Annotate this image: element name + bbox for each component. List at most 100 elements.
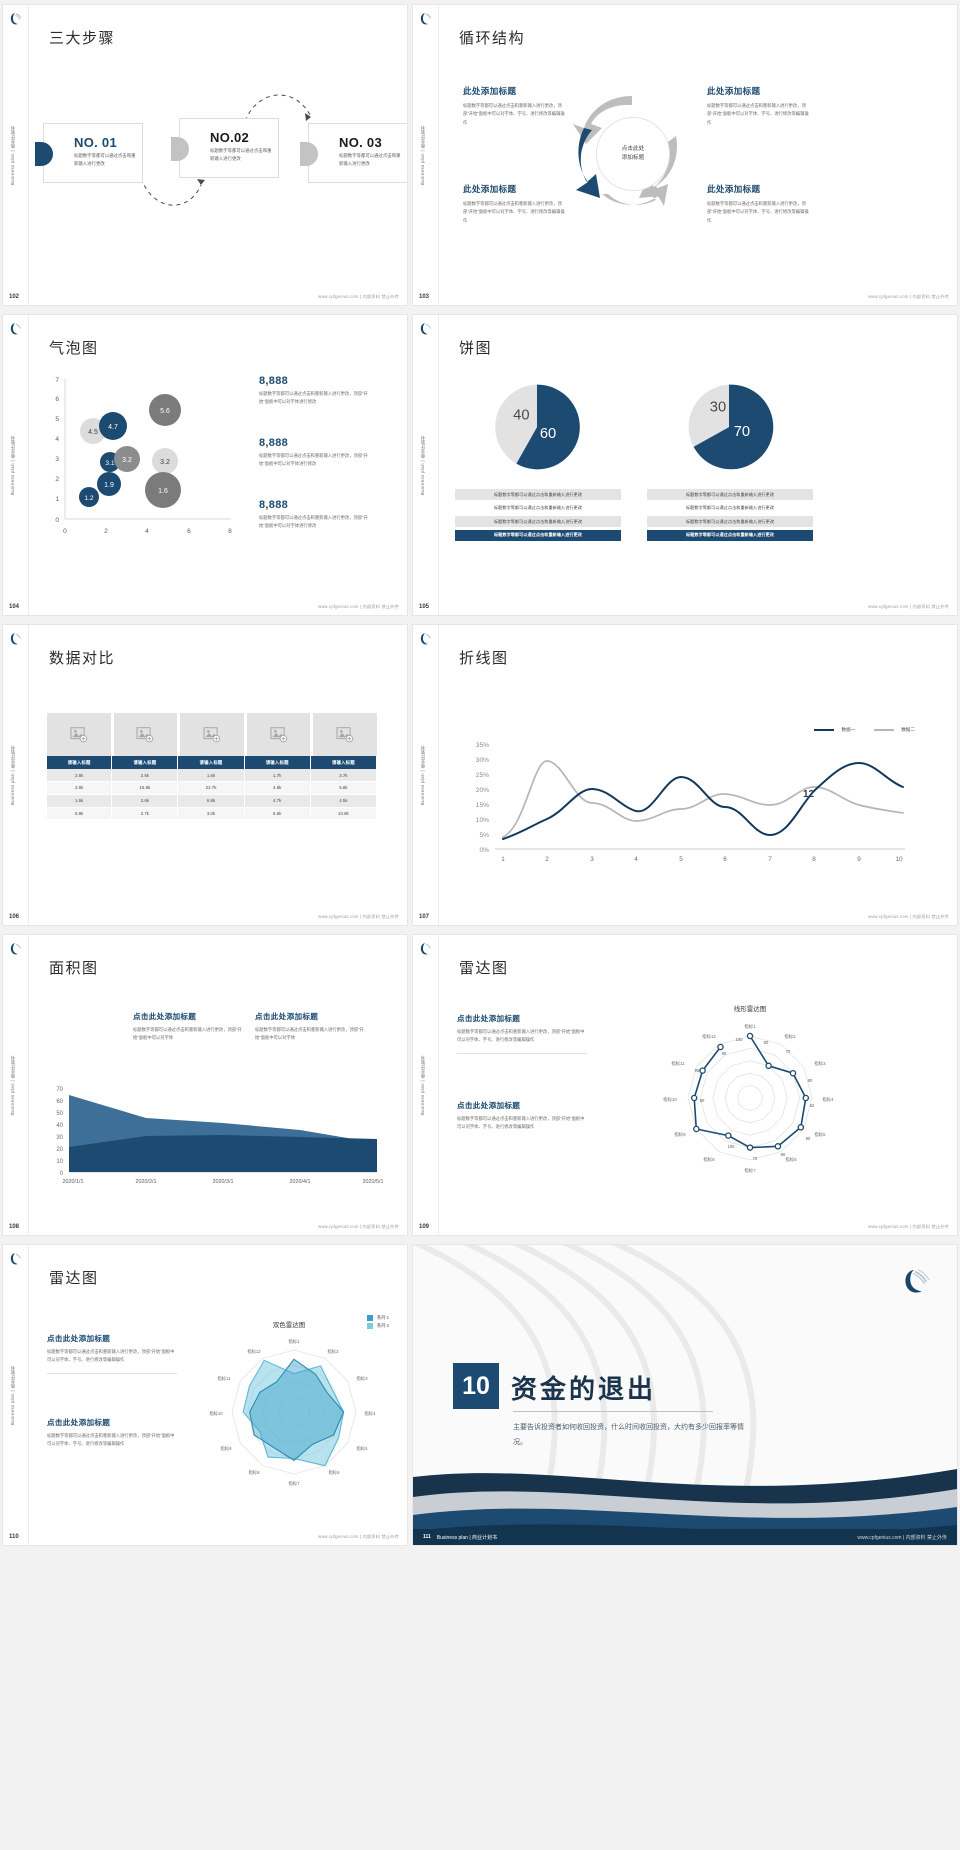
table-header-1[interactable]: 请输入标题 <box>47 756 113 770</box>
pie-left-caption-3[interactable]: 标题数字等都可以通过点击和重新输入进行更改 <box>455 516 621 527</box>
page-title: 雷达图 <box>459 960 509 977</box>
radar-block-1-head: 点击此处添加标题 <box>457 1014 521 1023</box>
area-block-2: 点击此处添加标题 标题数字等都可以通过点击和重新输入进行更改，顶部“开始”面板中… <box>255 1011 365 1042</box>
pie-left-caption-4[interactable]: 标题数字等都可以通过点击和重新输入进行更改 <box>455 529 621 541</box>
slide-107: Business plan | 商业计划书 折线图 数据一 数据二 35% 30%… <box>412 624 958 926</box>
svg-text:7: 7 <box>55 377 59 384</box>
step-card-2[interactable]: NO.02 标题数字等都可以通过点击和重新输入进行更改 <box>171 118 279 178</box>
svg-text:指标11: 指标11 <box>217 1375 231 1382</box>
step-card-1[interactable]: NO. 01 标题数字等都可以通过点击和重新输入进行更改 <box>35 123 143 183</box>
closing-footer-bar: 111 Business plan | 商业计划书 www.cpfgenius.… <box>413 1529 957 1545</box>
rail-vertical-text: Business plan | 商业计划书 <box>420 434 425 496</box>
pie-left-caption-1[interactable]: 标题数字等都可以通过点击和重新输入进行更改 <box>455 489 621 500</box>
svg-text:70: 70 <box>753 1156 758 1161</box>
table-header-4[interactable]: 请输入标题 <box>244 756 311 770</box>
bubble-stat-1-text: 标题数字等都可以通过点击和重新输入进行更改，顶部“开始”面板中可以对字体进行修改 <box>259 391 368 404</box>
slide-rail: Business plan | 商业计划书 <box>413 5 439 305</box>
page-number: 111 <box>423 1534 431 1540</box>
table-header-3[interactable]: 请输入标题 <box>177 756 245 770</box>
svg-text:60: 60 <box>764 1040 769 1045</box>
svg-text:3: 3 <box>590 856 594 863</box>
page-title: 循环结构 <box>459 30 526 47</box>
image-placeholder-2[interactable] <box>113 713 178 756</box>
table-cell: 4.5k <box>310 794 378 808</box>
closing-footer-right: www.cpfgenius.com | 内部资料 禁止外传 <box>857 1534 947 1541</box>
svg-text:1: 1 <box>55 496 59 503</box>
svg-text:1.2: 1.2 <box>84 495 93 502</box>
step-card-3[interactable]: NO. 03 标题数字等都可以通过点击和重新输入进行更改 <box>300 123 407 183</box>
table-cell: 1.6k <box>177 769 245 782</box>
pie-left-caption-2[interactable]: 标题数字等都可以通过点击和重新输入进行更改 <box>493 505 583 510</box>
svg-text:指标1: 指标1 <box>289 1338 301 1345</box>
leaf-swoosh-logo-icon <box>420 13 432 25</box>
page-title: 面积图 <box>49 960 99 977</box>
pie-chart-left: 60 40 <box>495 384 580 470</box>
image-placeholder-1[interactable] <box>47 713 111 756</box>
table-header-row: 请输入标题 请输入标题 请输入标题 请输入标题 请输入标题 <box>47 756 378 770</box>
svg-text:5.6: 5.6 <box>160 408 170 415</box>
slide-footer: www.cpfgenius.com | 内部资料 禁止外传 <box>868 914 949 919</box>
svg-text:指标1: 指标1 <box>744 1023 756 1030</box>
table-cell: 2.7k <box>111 807 179 821</box>
svg-text:8: 8 <box>228 528 232 535</box>
svg-text:指标8: 指标8 <box>249 1469 261 1476</box>
svg-text:6: 6 <box>55 396 59 403</box>
page-title: 饼图 <box>459 340 493 357</box>
cycle-block-4: 此处添加标题 标题数字等都可以通过点击和重新输入进行更改，顶部“开始”面板中可以… <box>707 183 810 225</box>
slide-footer: www.cpfgenius.com | 内部资料 禁止外传 <box>868 604 949 609</box>
svg-text:指标5: 指标5 <box>357 1445 369 1452</box>
svg-text:2020/4/1: 2020/4/1 <box>290 1179 311 1185</box>
pie-left-major-label: 60 <box>540 426 556 442</box>
table-header-2[interactable]: 请输入标题 <box>111 756 179 770</box>
radar-chart-title: 线形雷达图 <box>733 1006 767 1013</box>
rail-vertical-text: Business plan | 商业计划书 <box>10 744 15 806</box>
cycle-center-label[interactable]: 点击此处 添加标题 <box>596 117 670 191</box>
leaf-swoosh-logo-icon <box>10 323 21 335</box>
cycle-block-1-head: 此处添加标题 <box>463 86 517 96</box>
rail-vertical-text: Business plan | 商业计划书 <box>10 124 15 186</box>
table-cell: 4.7k <box>244 794 311 808</box>
page-number: 110 <box>9 1534 19 1540</box>
bubble-stat-3: 8,888 标题数字等都可以通过点击和重新输入进行更改，顶部“开始”面板中可以对… <box>259 499 377 529</box>
cycle-block-3-body: 标题数字等都可以通过点击和重新输入进行更改，顶部“开始”面板中可以对字体、字号、… <box>707 103 809 125</box>
image-placeholder-5[interactable] <box>313 713 377 756</box>
radar-block-1: 点击此处添加标题 标题数字等都可以通过点击和重新输入进行更改，顶部“开始”面板中… <box>457 1013 587 1063</box>
table-header-5[interactable]: 请输入标题 <box>310 756 378 770</box>
svg-text:指标2: 指标2 <box>784 1033 796 1040</box>
table-cell: 22.7k <box>177 781 245 795</box>
svg-text:4.5: 4.5 <box>88 429 98 436</box>
svg-text:8: 8 <box>812 856 816 863</box>
svg-text:90: 90 <box>700 1098 705 1103</box>
leaf-swoosh-logo-icon <box>10 633 21 645</box>
pie-right-caption-4[interactable]: 标题数字等都可以通过点击和重新输入进行更改 <box>647 529 813 541</box>
pie-right-caption-2[interactable]: 标题数字等都可以通过点击和重新输入进行更改 <box>685 505 775 510</box>
svg-text:0: 0 <box>60 1171 64 1177</box>
table-cell: 1.6k <box>47 794 113 808</box>
step-text-3: 标题数字等都可以通过点击和重新输入进行更改 <box>339 153 401 166</box>
rail-vertical-text: Business plan | 商业计划书 <box>420 124 425 186</box>
radar2-block-2-body: 标题数字等都可以通过点击和重新输入进行更改，顶部“开始”面板中可以对字体、字号、… <box>47 1433 175 1447</box>
svg-text:30: 30 <box>56 1135 63 1141</box>
svg-text:5%: 5% <box>479 832 489 839</box>
slide-110: Business plan | 商业计划书 雷达图 点击此处添加标题 标题数字等… <box>2 1244 408 1546</box>
image-placeholder-icon <box>70 726 87 742</box>
step-accent-3 <box>300 142 318 166</box>
svg-text:70: 70 <box>56 1087 63 1093</box>
svg-text:80: 80 <box>781 1152 786 1157</box>
svg-text:2: 2 <box>55 476 59 483</box>
svg-text:6: 6 <box>723 856 727 863</box>
svg-text:90: 90 <box>806 1136 811 1141</box>
slide-106: Business plan | 商业计划书 数据对比 <box>2 624 408 926</box>
pie-right-caption-1[interactable]: 标题数字等都可以通过点击和重新输入进行更改 <box>647 489 813 500</box>
area-block-2-body: 标题数字等都可以通过点击和重新输入进行更改，顶部“开始”面板中可以对字体 <box>255 1027 364 1040</box>
pie-right-minor-label: 30 <box>710 399 726 415</box>
pie-right-caption-3[interactable]: 标题数字等都可以通过点击和重新输入进行更改 <box>647 516 813 527</box>
image-placeholder-3[interactable] <box>180 713 244 756</box>
table-row: 2.8k 16.8k 22.7k 4.8k 5.8k <box>47 781 378 795</box>
image-placeholder-4[interactable] <box>246 713 311 756</box>
svg-text:3.2: 3.2 <box>122 457 132 464</box>
image-placeholder-icon <box>203 726 221 742</box>
table-cell: 2.6k <box>111 794 179 808</box>
cycle-block-4-head: 此处添加标题 <box>707 184 761 194</box>
